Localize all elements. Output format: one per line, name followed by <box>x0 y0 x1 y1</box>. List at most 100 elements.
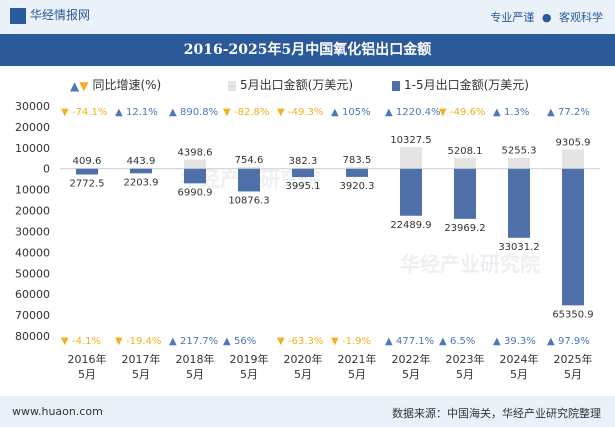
x-tick-label: 2018年 <box>176 352 215 366</box>
triangle-down-icon: ▼ <box>439 107 447 118</box>
cumulative-bar <box>562 168 584 306</box>
logo-text: 华经情报网 <box>30 8 91 22</box>
y-tick-label: 30000 <box>15 225 50 238</box>
triangle-up-icon: ▲ <box>493 336 501 347</box>
y-tick-label: 20000 <box>15 205 50 218</box>
month-bar <box>562 149 584 169</box>
tagline-left: 专业严谨 <box>490 11 535 24</box>
month-bar-label: 754.6 <box>235 155 264 166</box>
x-tick-label: 2016年 <box>68 352 107 366</box>
footer-source: 数据来源：中国海关，华经产业研究院整理 <box>392 407 601 420</box>
y-tick-label: 0 <box>43 163 50 176</box>
legend-cumulative-swatch <box>392 80 400 91</box>
month-bar-label: 382.3 <box>289 156 318 167</box>
growth-cumulative-label: 6.5% <box>450 336 475 347</box>
x-tick-label: 5月 <box>240 368 258 381</box>
x-tick-label: 5月 <box>78 368 96 381</box>
growth-cumulative-label: 217.7% <box>180 336 218 347</box>
legend-month-label: 5月出口金额(万美元) <box>240 78 353 92</box>
triangle-up-icon: ▲ <box>331 107 339 118</box>
x-tick-label: 5月 <box>294 368 312 381</box>
y-tick-label: 80000 <box>15 330 50 343</box>
month-bar <box>346 167 368 169</box>
triangle-up-icon: ▲ <box>439 336 447 347</box>
x-tick-label: 2025年 <box>554 352 593 366</box>
month-bar-label: 9305.9 <box>556 137 591 148</box>
triangle-up-icon: ▲ <box>223 336 231 347</box>
triangle-down-icon: ▼ <box>277 107 285 118</box>
cumulative-bar-label: 3995.1 <box>286 181 321 192</box>
growth-cumulative-label: 97.9% <box>558 336 590 347</box>
x-tick-label: 2022年 <box>392 352 431 366</box>
month-bar <box>292 167 314 169</box>
month-bar <box>130 167 152 169</box>
growth-month-label: 890.8% <box>180 107 218 118</box>
triangle-down-icon: ▼ <box>79 78 89 93</box>
cumulative-bar-label: 23969.2 <box>444 223 485 234</box>
cumulative-bar <box>454 168 476 219</box>
x-tick-label: 5月 <box>132 368 150 381</box>
brand-logo: 华经情报网 <box>10 6 90 24</box>
month-bar-label: 5255.3 <box>502 146 537 157</box>
y-tick-label: 60000 <box>15 288 50 301</box>
month-bar <box>508 157 530 169</box>
x-tick-label: 5月 <box>402 368 420 381</box>
growth-cumulative-label: 477.1% <box>396 336 434 347</box>
growth-cumulative-label: -19.4% <box>126 336 161 347</box>
chart-title: 2016-2025年5月中国氧化铝出口金额 <box>0 34 615 66</box>
cumulative-bar-label: 65350.9 <box>552 309 593 320</box>
logo-icon <box>10 7 26 24</box>
growth-month-label: 77.2% <box>558 107 590 118</box>
y-tick-label: 30000 <box>15 100 50 113</box>
month-bar <box>454 157 476 169</box>
y-tick-label: 70000 <box>15 309 50 322</box>
y-tick-label: 50000 <box>15 267 50 280</box>
growth-month-label: 12.1% <box>126 107 158 118</box>
growth-month-label: -74.1% <box>72 107 107 118</box>
cumulative-bar <box>400 168 422 216</box>
month-bar <box>184 159 206 169</box>
cumulative-bar-label: 2772.5 <box>70 179 105 190</box>
cumulative-bar-label: 33031.2 <box>498 242 539 253</box>
triangle-up-icon: ▲ <box>547 336 555 347</box>
triangle-up-icon: ▲ <box>493 107 501 118</box>
x-tick-label: 5月 <box>564 368 582 381</box>
triangle-up-icon: ▲ <box>385 107 393 118</box>
chart-legend: ▲▼ 同比增速(%) 5月出口金额(万美元) 1-5月出口金额(万美元) <box>0 76 615 94</box>
footer-url: www.huaon.com <box>12 405 103 418</box>
growth-month-label: -49.3% <box>288 107 323 118</box>
growth-cumulative-label: -1.9% <box>342 336 371 347</box>
x-tick-label: 5月 <box>510 368 528 381</box>
cumulative-bar-label: 3920.3 <box>340 181 375 192</box>
cumulative-bar <box>238 168 260 192</box>
cumulative-bar <box>346 168 368 177</box>
legend-month: 5月出口金额(万美元) <box>228 76 353 93</box>
x-tick-label: 2024年 <box>500 352 539 366</box>
month-bar-label: 10327.5 <box>390 135 431 146</box>
growth-cumulative-label: -63.3% <box>288 336 323 347</box>
triangle-up-icon: ▲ <box>169 336 177 347</box>
triangle-up-icon: ▲ <box>115 107 123 118</box>
month-bar-label: 409.6 <box>73 156 102 167</box>
triangle-down-icon: ▼ <box>331 336 339 347</box>
triangle-down-icon: ▼ <box>277 336 285 347</box>
triangle-up-icon: ▲ <box>547 107 555 118</box>
cumulative-bar-label: 22489.9 <box>390 220 431 231</box>
cumulative-bar <box>76 168 98 175</box>
x-tick-label: 5月 <box>186 368 204 381</box>
triangle-down-icon: ▼ <box>61 107 69 118</box>
growth-cumulative-label: 39.3% <box>504 336 536 347</box>
cumulative-bar-label: 6990.9 <box>178 187 213 198</box>
month-bar <box>238 167 260 169</box>
growth-month-label: -82.8% <box>234 107 269 118</box>
legend-growth: ▲▼ 同比增速(%) <box>70 76 161 93</box>
triangle-up-icon: ▲ <box>169 107 177 118</box>
x-tick-label: 2019年 <box>230 352 269 366</box>
tagline: 专业严谨 ● 客观科学 <box>490 9 603 25</box>
month-bar-label: 5208.1 <box>448 146 483 157</box>
cumulative-bar <box>130 168 152 174</box>
growth-month-label: 1220.4% <box>396 107 441 118</box>
chart-plot: 华经产业研究院华经产业研究院30000200001000001000020000… <box>15 100 600 381</box>
growth-month-label: 1.3% <box>504 107 529 118</box>
growth-month-label: -49.6% <box>450 107 485 118</box>
